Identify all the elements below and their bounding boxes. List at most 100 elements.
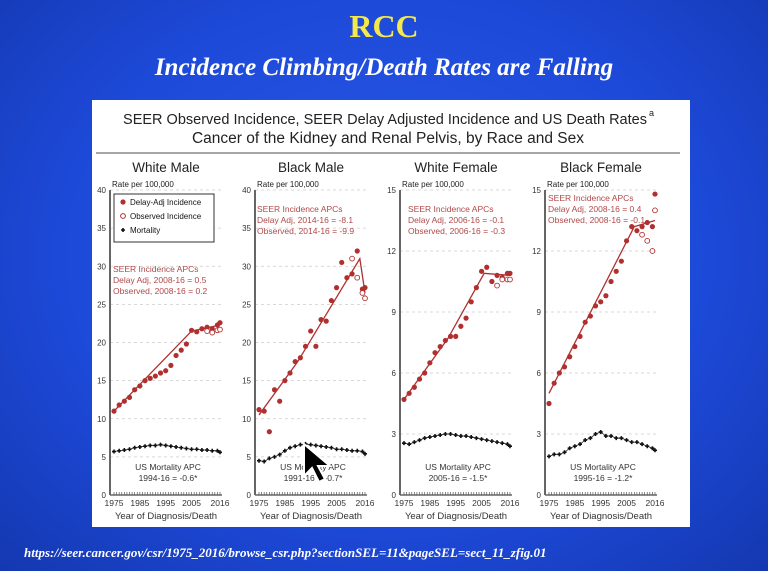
delay-adj-point — [302, 343, 309, 349]
mortality-point — [557, 452, 562, 457]
delay-adj-point — [608, 278, 614, 285]
incidence-apc-text: Observed, 2008-16 = -0.1 — [548, 215, 645, 225]
mortality-point — [117, 448, 122, 453]
mortality-point — [179, 445, 184, 450]
mortality-apc-text: 1991-16 = -0.7* — [284, 473, 344, 483]
mortality-point — [634, 440, 639, 445]
y-tick-label: 20 — [242, 339, 251, 348]
delay-adj-point — [401, 396, 407, 403]
x-tick-label: 1975 — [250, 498, 269, 508]
delay-adj-point — [173, 352, 179, 359]
mortality-point — [598, 429, 603, 434]
panel-title: White Female — [414, 160, 497, 175]
y-tick-label: 0 — [102, 491, 107, 500]
mortality-point — [153, 443, 158, 448]
delay-adj-point — [339, 259, 345, 266]
mortality-point — [158, 442, 163, 447]
observed-point — [652, 207, 658, 214]
delay-adj-point — [422, 370, 428, 376]
mortality-point — [619, 436, 624, 441]
delay-adj-point — [567, 354, 573, 360]
mortality-point — [205, 448, 210, 453]
delay-adj-point — [587, 313, 593, 319]
mortality-point — [629, 440, 634, 445]
delay-adj-point — [308, 328, 314, 334]
observed-point — [217, 326, 223, 333]
legend-observed-marker — [120, 213, 126, 219]
delay-adj-point — [437, 343, 443, 350]
mortality-point — [184, 446, 189, 451]
y-axis-label: Rate per 100,000 — [547, 180, 609, 189]
mortality-point — [215, 448, 220, 453]
mortality-point — [122, 448, 127, 453]
x-tick-label: 2016 — [646, 498, 665, 508]
mortality-point — [469, 435, 474, 440]
delay-adj-point — [271, 387, 278, 393]
mortality-point — [143, 444, 148, 449]
observed-point — [354, 274, 361, 281]
mortality-point — [614, 436, 619, 441]
delay-adj-point — [427, 360, 433, 366]
delay-adj-point — [644, 219, 650, 226]
delay-adj-point — [577, 333, 583, 339]
x-tick-label: 1995 — [301, 498, 320, 508]
mortality-line — [548, 431, 656, 457]
legend-box — [113, 193, 215, 243]
observed-point — [359, 290, 366, 296]
mortality-point — [194, 447, 199, 452]
delay-adj-point — [333, 285, 340, 291]
mortality-point — [453, 433, 458, 438]
y-axis-label: Rate per 100,000 — [402, 180, 464, 189]
mortality-point — [277, 452, 282, 457]
delay-adj-point — [458, 323, 464, 329]
panel-title: Black Female — [560, 160, 642, 175]
y-tick-label: 9 — [392, 308, 397, 317]
delay-adj-point — [432, 350, 438, 356]
incidence-apc-text: Observed, 2014-16 = -9.9 — [257, 226, 354, 236]
delay-adj-point — [142, 378, 148, 384]
observed-point — [507, 276, 513, 283]
delay-adj-point — [416, 376, 423, 382]
mortality-point — [653, 448, 657, 453]
y-tick-label: 15 — [97, 377, 106, 386]
delay-adj-point — [313, 343, 319, 349]
delay-adj-point — [282, 378, 288, 384]
mortality-point — [495, 440, 500, 445]
delay-adj-point — [556, 370, 562, 376]
mortality-point — [583, 438, 588, 443]
observed-point — [349, 255, 355, 262]
delay-adj-point — [453, 333, 459, 339]
observed-point — [362, 295, 368, 302]
delay-adj-point — [126, 394, 133, 400]
observed-point — [499, 276, 506, 283]
y-tick-label: 15 — [387, 186, 396, 195]
mortality-point — [500, 441, 505, 446]
mortality-point — [588, 436, 593, 441]
incidence-apc-text: Delay Adj, 2006-16 = -0.1 — [408, 215, 504, 225]
mortality-point — [329, 445, 334, 450]
mortality-point — [438, 433, 443, 438]
delay-adj-point — [649, 224, 656, 230]
x-tick-label: 1975 — [105, 498, 124, 508]
delay-adj-point — [489, 278, 495, 285]
delay-adj-point — [349, 271, 355, 277]
legend-entry: Mortality — [130, 226, 160, 235]
mortality-point — [324, 444, 329, 449]
x-tick-label: 2016 — [356, 498, 375, 508]
delay-adj-point — [137, 383, 143, 389]
delay-adj-point — [188, 327, 195, 333]
incidence-apc-text: SEER Incidence APCs — [548, 193, 634, 203]
x-tick-label: 2016 — [211, 498, 230, 508]
mortality-point — [412, 440, 417, 445]
delay-adj-point — [634, 228, 640, 234]
legend-delay-adj-marker — [120, 199, 126, 205]
mortality-point — [443, 432, 448, 436]
x-tick-label: 2005 — [327, 498, 346, 508]
mortality-point — [609, 434, 614, 439]
incidence-apc-text: SEER Incidence APCs — [113, 264, 199, 274]
slide-subtitle: Incidence Climbing/Death Rates are Falli… — [154, 54, 614, 81]
source-url[interactable]: https://seer.cancer.gov/csr/1975_2016/br… — [24, 545, 547, 560]
mortality-point — [645, 444, 650, 449]
delay-adj-point — [468, 299, 474, 305]
x-tick-label: 1995 — [156, 498, 175, 508]
